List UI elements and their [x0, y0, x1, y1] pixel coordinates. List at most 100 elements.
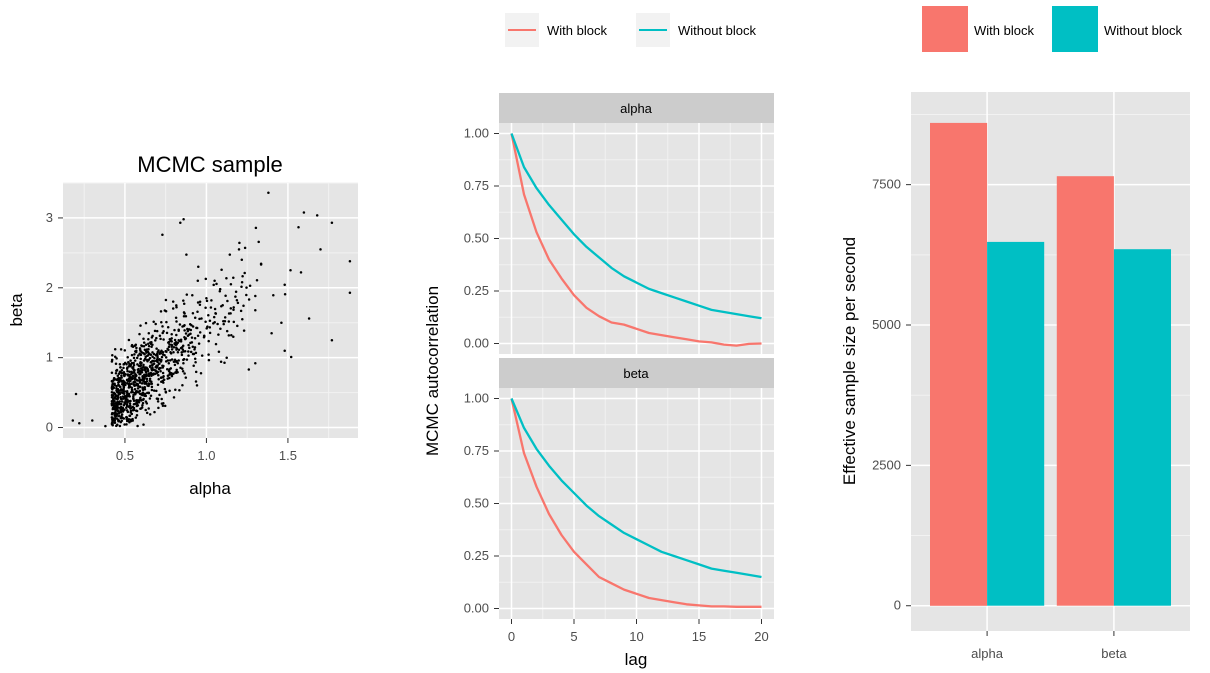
- scatter-point: [119, 402, 123, 406]
- legend-label-without-block-bar: Without block: [1104, 23, 1183, 38]
- acf-y-tick-label: 0.50: [464, 496, 489, 511]
- scatter-point: [223, 316, 227, 319]
- scatter-point: [155, 389, 158, 393]
- scatter-point: [173, 363, 177, 367]
- scatter-point: [189, 328, 193, 332]
- scatter-point: [196, 301, 200, 304]
- scatter-point: [217, 333, 220, 336]
- scatter-point: [158, 334, 162, 338]
- legend-label-without-block: Without block: [678, 23, 757, 38]
- scatter-point: [152, 373, 155, 376]
- scatter-point: [208, 319, 212, 323]
- scatter-point: [164, 356, 168, 359]
- scatter-point: [152, 359, 156, 363]
- scatter-point: [159, 310, 163, 313]
- scatter-point: [319, 248, 322, 251]
- scatter-point: [242, 304, 245, 308]
- scatter-point: [167, 361, 171, 365]
- scatter-y-tick-label: 2: [46, 280, 53, 295]
- scatter-point: [141, 403, 144, 407]
- scatter-point: [115, 357, 118, 360]
- scatter-point: [167, 345, 171, 349]
- scatter-point: [147, 344, 151, 348]
- scatter-point: [330, 221, 334, 225]
- scatter-point: [182, 357, 186, 361]
- scatter-point: [208, 326, 212, 329]
- scatter-point: [114, 404, 117, 408]
- scatter-point: [139, 361, 142, 365]
- scatter-point: [193, 316, 197, 320]
- ess-y-tick-label: 2500: [872, 457, 901, 472]
- scatter-point: [128, 370, 131, 374]
- scatter-point: [135, 356, 139, 360]
- scatter-point: [225, 356, 228, 360]
- scatter-point: [289, 269, 292, 272]
- scatter-point: [242, 329, 246, 332]
- scatter-point: [232, 306, 235, 309]
- scatter-x-tick-label: 0.5: [116, 448, 134, 463]
- scatter-point: [122, 417, 126, 420]
- scatter-point: [120, 400, 124, 403]
- scatter-x-label: alpha: [189, 479, 231, 498]
- scatter-point: [140, 406, 144, 409]
- scatter-point: [136, 371, 140, 374]
- scatter-point: [155, 329, 159, 333]
- scatter-point: [117, 419, 120, 423]
- scatter-point: [139, 367, 143, 370]
- scatter-point: [177, 338, 180, 342]
- acf-line-alpha-without-block: [510, 133, 762, 320]
- legend-key-without-block-bar: [1052, 6, 1098, 52]
- scatter-point: [156, 350, 159, 354]
- scatter-point: [132, 361, 135, 365]
- scatter-point: [297, 225, 300, 229]
- scatter-point: [111, 406, 115, 410]
- scatter-point: [179, 338, 183, 342]
- scatter-point: [161, 404, 165, 407]
- ess-bar-alpha-without-block: [987, 241, 1045, 606]
- scatter-point: [165, 368, 169, 371]
- scatter-point: [161, 371, 165, 375]
- scatter-point: [152, 368, 156, 371]
- strip-beta: [499, 358, 774, 388]
- scatter-point: [173, 338, 177, 342]
- scatter-point: [134, 409, 138, 412]
- scatter-point: [110, 379, 114, 383]
- scatter-point: [156, 357, 159, 361]
- scatter-point: [162, 338, 165, 341]
- scatter-point: [174, 388, 177, 392]
- acf-y-tick-label: 0.25: [464, 283, 489, 298]
- scatter-point: [117, 383, 120, 386]
- ess-legend: With block Without block: [922, 6, 1183, 52]
- scatter-point: [171, 300, 175, 303]
- scatter-point: [120, 397, 123, 401]
- scatter-point: [186, 327, 189, 331]
- scatter-point: [222, 322, 225, 326]
- scatter-point: [125, 403, 129, 406]
- scatter-point: [272, 293, 275, 297]
- scatter-point: [169, 339, 172, 342]
- scatter-point: [144, 370, 148, 373]
- scatter-point: [182, 302, 186, 305]
- scatter-point: [116, 378, 120, 382]
- scatter-point: [126, 366, 129, 369]
- scatter-point: [170, 337, 173, 340]
- scatter-point: [142, 366, 145, 369]
- scatter-point: [140, 351, 144, 354]
- scatter-point: [141, 375, 144, 378]
- scatter-point: [125, 391, 129, 395]
- scatter-point: [175, 346, 178, 349]
- scatter-point: [138, 347, 142, 350]
- scatter-point: [115, 369, 118, 372]
- scatter-point: [153, 410, 156, 414]
- scatter-point: [205, 297, 208, 300]
- scatter-point: [183, 329, 186, 332]
- scatter-point: [229, 307, 233, 310]
- scatter-point: [145, 348, 149, 351]
- scatter-point: [315, 214, 319, 217]
- scatter-point: [257, 240, 260, 244]
- scatter-point: [142, 341, 146, 344]
- scatter-point: [302, 211, 306, 214]
- scatter-point: [145, 402, 149, 405]
- scatter-point: [130, 390, 134, 394]
- scatter-point: [169, 367, 173, 370]
